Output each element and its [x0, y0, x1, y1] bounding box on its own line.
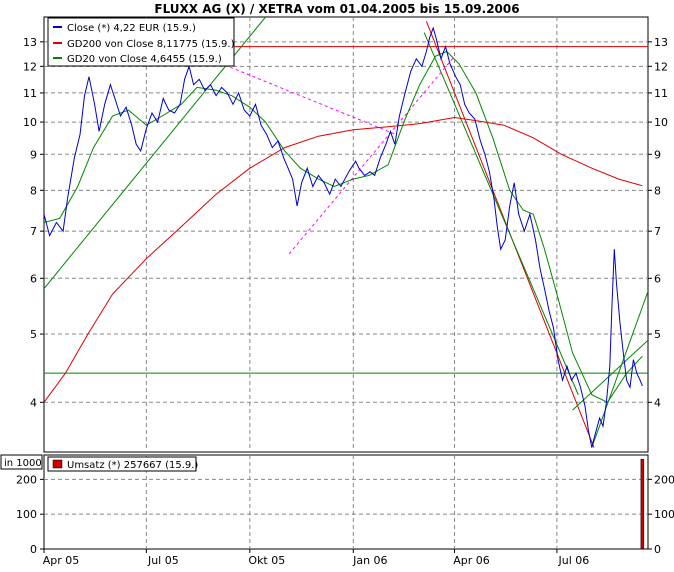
chart-title: FLUXX AG (X) / XETRA vom 01.04.2005 bis … — [154, 2, 519, 16]
x-tick-label: Jul 06 — [558, 554, 590, 567]
volume-tick-label-left: 0 — [30, 543, 37, 556]
price-tick-label-right: 10 — [654, 116, 668, 129]
legend-label-umsatz: Umsatz (*) 257667 (15.9.) — [67, 460, 198, 471]
volume-tick-label-right: 200 — [654, 473, 674, 486]
x-tick-label: Jan 06 — [352, 554, 387, 567]
volume-y-axis: 0 0 100 100 200 200 — [16, 473, 674, 556]
volume-unit-label: in 1000 — [0, 454, 43, 470]
gd200-line — [44, 116, 643, 403]
volume-tick-label-right: 0 — [654, 543, 661, 556]
volume-tick-label-left: 100 — [16, 508, 37, 521]
volume-tick-label-right: 100 — [654, 508, 674, 521]
price-tick-label-left: 11 — [23, 87, 37, 100]
price-tick-label-right: 7 — [654, 225, 661, 238]
price-tick-label-left: 10 — [23, 116, 37, 129]
price-tick-label-right: 8 — [654, 184, 661, 197]
price-series — [44, 26, 643, 448]
price-grid — [44, 17, 648, 452]
price-tick-label-right: 11 — [654, 87, 668, 100]
trend-line — [572, 339, 648, 411]
price-tick-label-left: 5 — [30, 328, 37, 341]
x-tick-label: Apr 05 — [43, 554, 80, 567]
price-tick-label-left: 13 — [23, 36, 37, 49]
price-tick-label-right: 5 — [654, 328, 661, 341]
volume-unit-box — [0, 454, 43, 470]
volume-legend-box — [47, 456, 197, 472]
volume-grid — [44, 455, 648, 549]
volume-bars — [640, 459, 645, 549]
price-legend: Close (*) 4,22 EUR (15.9.) GD200 von Clo… — [47, 17, 235, 67]
volume-bar — [640, 459, 645, 549]
close-line — [44, 26, 643, 448]
trend-line — [288, 55, 455, 255]
price-tick-label-left: 6 — [30, 272, 37, 285]
volume-legend: Umsatz (*) 257667 (15.9.) — [47, 456, 198, 472]
trend-line — [423, 32, 579, 395]
price-tick-label-right: 12 — [654, 60, 668, 73]
gd20-line — [44, 50, 643, 403]
x-tick-label: Apr 06 — [453, 554, 490, 567]
price-legend-box — [47, 17, 235, 67]
price-tick-label-left: 8 — [30, 184, 37, 197]
price-tick-label-right: 13 — [654, 36, 668, 49]
price-y-axis: 4 4 5 5 6 6 7 7 8 8 9 9 10 10 11 11 12 12 13 13 — [23, 36, 668, 409]
legend-swatch-gd200 — [53, 42, 62, 44]
legend-label-gd200: GD200 von Close 8,11775 (15.9.) — [67, 39, 235, 50]
x-tick-label: Jul 05 — [147, 554, 179, 567]
price-tick-label-right: 6 — [654, 272, 661, 285]
price-tick-label-left: 7 — [30, 225, 37, 238]
legend-swatch-close — [53, 26, 62, 28]
legend-swatch-umsatz — [52, 459, 63, 469]
price-tick-label-right: 9 — [654, 148, 661, 161]
legend-label-close: Close (*) 4,22 EUR (15.9.) — [67, 23, 196, 34]
x-tick-label: Okt 05 — [248, 554, 285, 567]
legend-swatch-gd20 — [53, 57, 62, 59]
price-tick-label-left: 12 — [23, 60, 37, 73]
volume-tick-label-left: 200 — [16, 473, 37, 486]
legend-label-gd20: GD20 von Close 4,6455 (15.9.) — [67, 54, 222, 65]
volume-unit-text: in 1000 — [4, 458, 42, 469]
price-plot-frame — [43, 16, 649, 453]
price-tick-label-right: 4 — [654, 396, 661, 409]
x-axis: Apr 05 Jul 05 Okt 05 Jan 06 Apr 06 Jul 06 — [43, 549, 590, 567]
price-tick-label-left: 4 — [30, 396, 37, 409]
price-tick-label-left: 9 — [30, 148, 37, 161]
